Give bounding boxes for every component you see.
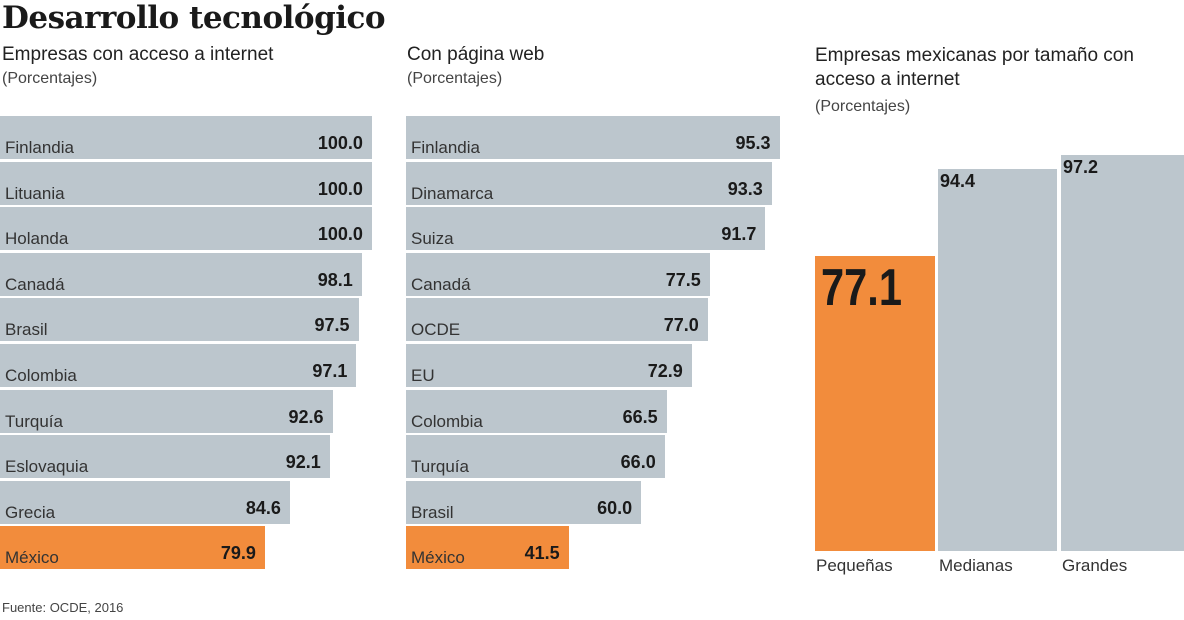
category-label: Holanda [5, 229, 69, 249]
value-label: 93.3 [727, 178, 763, 199]
category-label: Colombia [5, 366, 77, 385]
value-label: 100.0 [317, 224, 363, 245]
value-label: 91.7 [721, 224, 757, 245]
value-label: 60.0 [597, 497, 633, 518]
value-label: 77.1 [821, 259, 902, 318]
category-label: Grecia [5, 502, 56, 522]
value-label: 66.0 [620, 452, 656, 473]
source-note: Fuente: OCDE, 2016 [2, 600, 124, 615]
value-label: 95.3 [735, 133, 771, 153]
value-label: 92.1 [285, 452, 321, 473]
value-label: 77.0 [663, 315, 699, 336]
bar [406, 252, 710, 296]
category-label: Eslovaquia [5, 457, 89, 477]
bar [406, 207, 766, 251]
category-label: Dinamarca [411, 183, 494, 203]
category-label: Finlandia [411, 138, 480, 157]
bar [0, 480, 290, 524]
page-title: Desarrollo tecnológico [2, 0, 386, 36]
category-label: Canadá [411, 274, 471, 294]
category-label: Canadá [5, 274, 65, 294]
value-label: 84.6 [245, 497, 281, 518]
bar [0, 526, 265, 570]
category-label: México [5, 548, 59, 568]
category-label: Finlandia [5, 138, 74, 157]
category-label: Lituania [5, 183, 65, 203]
bar [406, 389, 667, 433]
bar [406, 161, 772, 205]
category-label: Turquía [5, 411, 63, 431]
category-label: Pequeñas [816, 556, 893, 575]
value-label: 41.5 [524, 543, 560, 564]
chart3-title: Empresas mexicanas por tamaño con acceso… [815, 45, 1134, 90]
chart2-unit: (Porcentajes) [407, 70, 503, 87]
bar [0, 207, 372, 251]
bar [815, 256, 935, 551]
value-label: 77.5 [665, 269, 701, 290]
bar [0, 116, 372, 159]
category-label: Colombia [411, 411, 483, 431]
bar [0, 161, 372, 205]
bar [406, 298, 708, 342]
category-label: Suiza [411, 229, 454, 249]
value-label: 100.0 [317, 133, 363, 153]
value-label: 94.4 [940, 171, 976, 192]
bar [406, 435, 665, 479]
value-label: 97.2 [1063, 157, 1099, 178]
value-label: 72.9 [647, 361, 683, 381]
category-label: México [411, 548, 465, 568]
bar [1061, 155, 1184, 551]
value-label: 98.1 [317, 269, 353, 290]
category-label: EU [411, 366, 435, 385]
category-label: Turquía [411, 457, 469, 477]
value-label: 97.5 [314, 315, 350, 336]
category-label: Medianas [939, 556, 1013, 575]
category-label: OCDE [411, 320, 461, 340]
bar [0, 298, 359, 342]
value-label: 97.1 [312, 361, 348, 381]
chart3-unit: (Porcentajes) [815, 98, 911, 115]
category-label: Brasil [5, 320, 48, 340]
value-label: 79.9 [220, 543, 256, 564]
bar [0, 252, 362, 296]
chart2-title: Con página web [407, 44, 545, 65]
bar [938, 169, 1057, 551]
bar [406, 526, 569, 570]
category-label: Brasil [411, 502, 454, 522]
chart1-unit: (Porcentajes) [2, 70, 98, 87]
bar [0, 435, 330, 479]
bar [0, 344, 357, 387]
bar [406, 480, 642, 524]
chart1-title: Empresas con acceso a internet [2, 44, 274, 65]
value-label: 66.5 [622, 406, 658, 427]
value-label: 100.0 [317, 178, 363, 199]
category-label: Grandes [1062, 556, 1128, 575]
value-label: 92.6 [288, 406, 324, 427]
bar [406, 116, 780, 159]
bar [406, 344, 692, 387]
bar [0, 389, 333, 433]
